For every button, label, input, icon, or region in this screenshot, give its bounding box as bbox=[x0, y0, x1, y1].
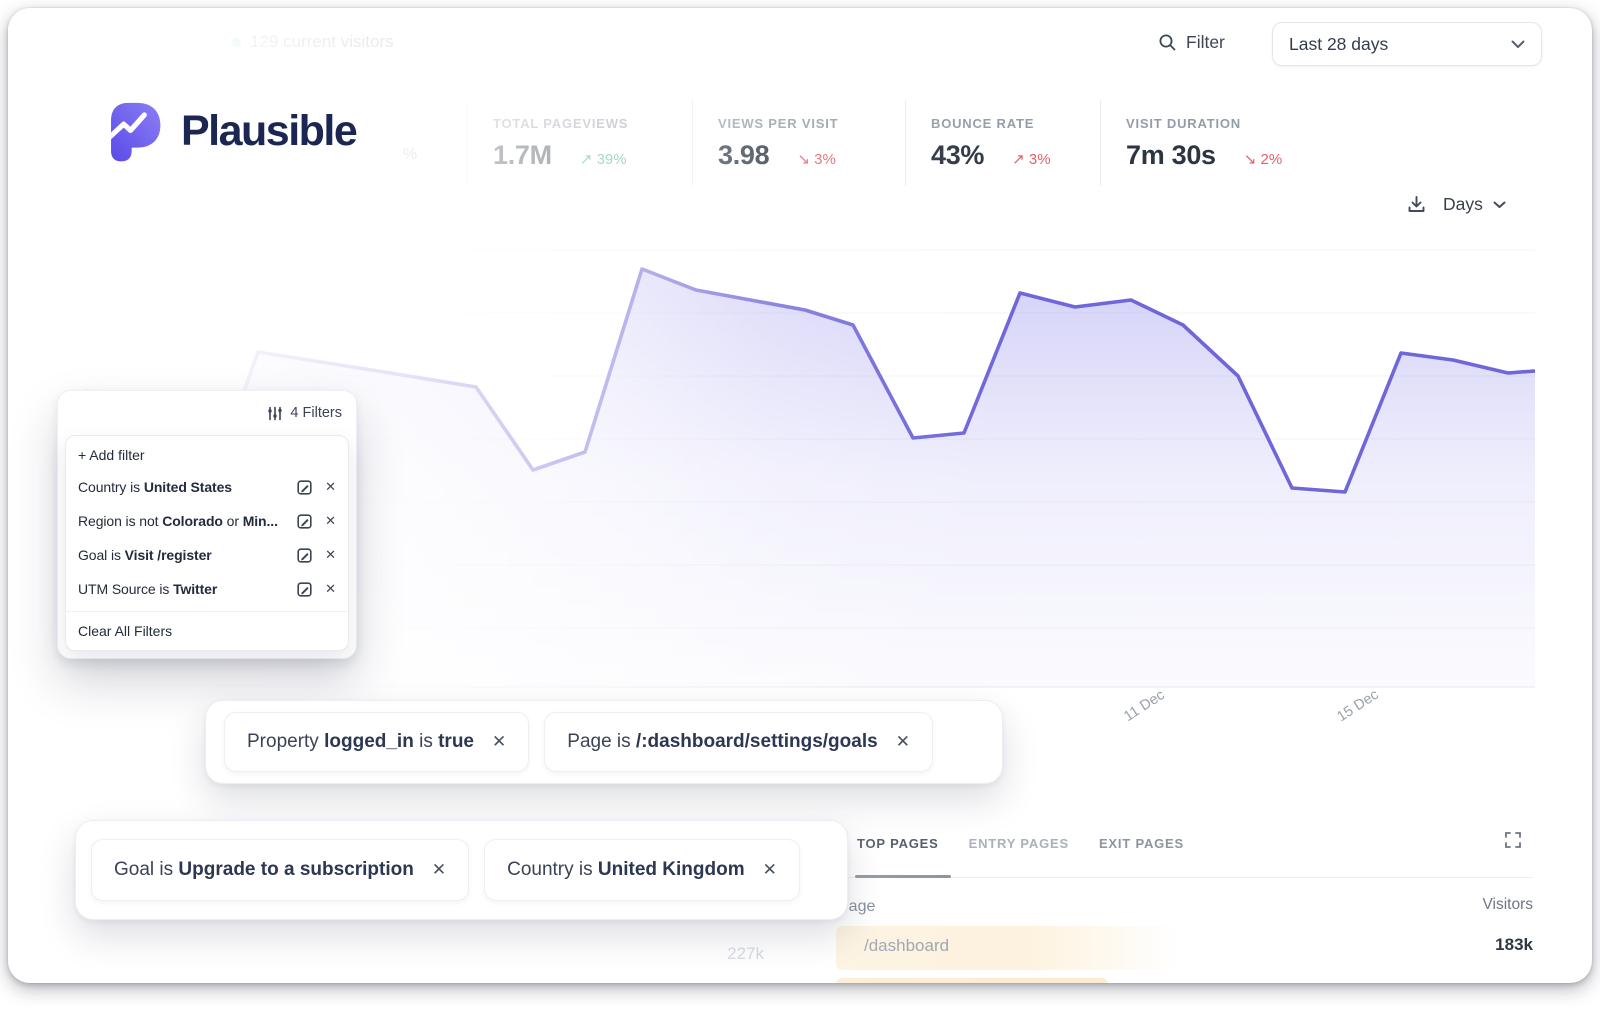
stat-value: 3.98 bbox=[718, 140, 770, 170]
stats-row: TOTAL PAGEVIEWS 1.7M ↗ 39% VIEWS PER VIS… bbox=[467, 100, 1310, 186]
current-visitors-label: 129 current visitors bbox=[250, 32, 394, 51]
filters-count-label: 4 Filters bbox=[290, 405, 342, 421]
interval-dropdown[interactable]: Days bbox=[1443, 194, 1506, 215]
column-header-visitors: Visitors bbox=[1482, 896, 1533, 913]
filter-row-country[interactable]: Country is United States ✕ bbox=[78, 479, 336, 495]
brand-wordmark: Plausible bbox=[181, 106, 358, 155]
remove-filter-icon[interactable]: ✕ bbox=[431, 860, 447, 879]
remove-filter-icon[interactable]: ✕ bbox=[895, 732, 910, 751]
filter-pill-country: Country is United Kingdom ✕ bbox=[484, 839, 800, 901]
stat-visit-duration[interactable]: VISIT DURATION 7m 30s ↘ 2% bbox=[1100, 100, 1310, 186]
add-filter-button[interactable]: + Add filter bbox=[78, 447, 145, 463]
filter-label: Filter bbox=[1186, 32, 1225, 52]
date-range-value: Last 28 days bbox=[1289, 33, 1389, 54]
stat-label: VIEWS PER VISIT bbox=[718, 116, 839, 131]
filter-row-region[interactable]: Region is not Colorado or Min... ✕ bbox=[78, 513, 336, 529]
filter-pills-tray-2: Goal is Upgrade to a subscription ✕ Coun… bbox=[75, 820, 848, 920]
remove-filter-icon[interactable]: ✕ bbox=[325, 581, 336, 596]
stat-value: 7m 30s bbox=[1126, 140, 1216, 170]
arrow-up-icon: ↗ bbox=[579, 151, 593, 168]
search-icon bbox=[1158, 33, 1177, 52]
remove-filter-icon[interactable]: ✕ bbox=[325, 479, 336, 494]
stat-views-per-visit[interactable]: VIEWS PER VISIT 3.98 ↘ 3% bbox=[692, 100, 905, 186]
interval-label: Days bbox=[1443, 194, 1483, 214]
remove-filter-icon[interactable]: ✕ bbox=[325, 513, 336, 528]
chart-controls: Days bbox=[1406, 194, 1506, 215]
stat-total-pageviews[interactable]: TOTAL PAGEVIEWS 1.7M ↗ 39% bbox=[467, 100, 692, 186]
filter-button[interactable]: Filter bbox=[1158, 32, 1225, 53]
stat-label: BOUNCE RATE bbox=[931, 116, 1035, 131]
filter-row-goal[interactable]: Goal is Visit /register ✕ bbox=[78, 547, 336, 563]
stat-bounce-rate[interactable]: BOUNCE RATE 43% ↗ 3% bbox=[905, 100, 1100, 186]
edit-icon[interactable] bbox=[297, 581, 312, 597]
filter-pills-tray-1: Property logged_in is true ✕ Page is /:d… bbox=[205, 700, 1003, 784]
filters-popover: 4 Filters + Add filter Country is United… bbox=[57, 390, 357, 659]
remove-filter-icon[interactable]: ✕ bbox=[492, 732, 507, 751]
filter-pill-goal: Goal is Upgrade to a subscription ✕ bbox=[91, 839, 470, 901]
active-tab-underline bbox=[855, 875, 951, 878]
download-icon[interactable] bbox=[1406, 194, 1427, 215]
filters-dropdown: + Add filter Country is United States ✕ … bbox=[65, 435, 349, 651]
remove-filter-icon[interactable]: ✕ bbox=[325, 547, 336, 562]
stat-delta: ↘ 2% bbox=[1243, 151, 1283, 168]
arrow-down-icon: ↘ bbox=[1243, 151, 1257, 168]
filters-count-button[interactable]: 4 Filters bbox=[58, 391, 356, 435]
stat-delta: ↗ 3% bbox=[1012, 151, 1051, 168]
sliders-icon bbox=[268, 406, 283, 421]
stat-label: VISIT DURATION bbox=[1126, 116, 1241, 131]
tab-entry-pages[interactable]: ENTRY PAGES bbox=[968, 836, 1069, 851]
chevron-down-icon bbox=[1493, 201, 1506, 209]
stat-label: TOTAL PAGEVIEWS bbox=[493, 116, 629, 131]
remove-filter-icon[interactable]: ✕ bbox=[762, 860, 777, 879]
date-range-select[interactable]: Last 28 days bbox=[1272, 22, 1542, 66]
faded-source-visitors-value: 227k bbox=[727, 944, 764, 963]
stat-value: 43% bbox=[931, 140, 985, 170]
stat-delta: ↗ 39% bbox=[579, 151, 627, 168]
row-usage-bar-partial bbox=[836, 978, 1108, 983]
tab-top-pages[interactable]: TOP PAGES bbox=[857, 836, 939, 851]
pages-tabs: TOP PAGES ENTRY PAGES EXIT PAGES bbox=[857, 836, 1184, 851]
tab-exit-pages[interactable]: EXIT PAGES bbox=[1098, 836, 1184, 851]
chevron-down-icon bbox=[1511, 40, 1525, 49]
page-row-visitors: 183k bbox=[1495, 935, 1533, 954]
page-row-link[interactable]: /dashboard bbox=[864, 936, 950, 955]
filter-row-utm-source[interactable]: UTM Source is Twitter ✕ bbox=[78, 581, 336, 597]
edit-icon[interactable] bbox=[297, 479, 312, 495]
arrow-down-icon: ↘ bbox=[797, 151, 810, 168]
clear-all-filters-button[interactable]: Clear All Filters bbox=[66, 611, 348, 650]
edit-icon[interactable] bbox=[297, 547, 312, 563]
stat-value: 1.7M bbox=[493, 140, 552, 170]
pages-panel: TOP PAGES ENTRY PAGES EXIT PAGES Page Vi… bbox=[800, 780, 1533, 983]
stat-delta: ↘ 3% bbox=[797, 151, 836, 168]
filter-pill-page: Page is /:dashboard/settings/goals ✕ bbox=[544, 712, 933, 772]
filter-pill-property: Property logged_in is true ✕ bbox=[224, 712, 530, 772]
expand-icon[interactable] bbox=[1503, 830, 1523, 850]
edit-icon[interactable] bbox=[297, 513, 312, 529]
live-dot-icon bbox=[232, 37, 241, 47]
faded-stat-remnant: % bbox=[403, 146, 418, 163]
plausible-logomark-icon bbox=[105, 100, 163, 162]
current-visitors[interactable]: 129 current visitors bbox=[232, 32, 394, 52]
dashboard-card: 129 current visitors Filter Last 28 days… bbox=[8, 8, 1592, 983]
plausible-logo[interactable]: Plausible bbox=[105, 100, 358, 162]
arrow-up-icon: ↗ bbox=[1012, 151, 1025, 168]
